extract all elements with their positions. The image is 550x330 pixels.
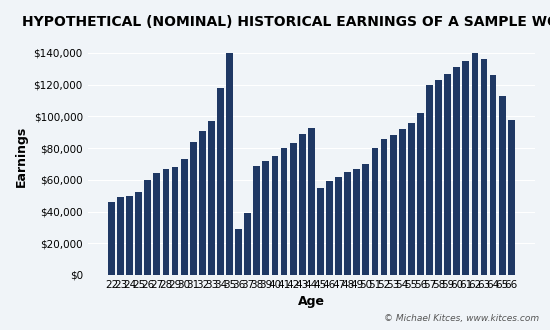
Bar — [135, 192, 142, 275]
Bar — [326, 182, 333, 275]
Bar — [126, 196, 133, 275]
Bar — [426, 85, 433, 275]
Bar — [272, 156, 278, 275]
Bar — [163, 169, 169, 275]
Bar — [235, 229, 242, 275]
Bar — [381, 139, 387, 275]
Bar — [262, 161, 270, 275]
Bar — [435, 80, 442, 275]
Y-axis label: Earnings: Earnings — [15, 125, 28, 187]
Bar — [308, 127, 315, 275]
Bar — [463, 61, 469, 275]
Bar — [290, 143, 296, 275]
Bar — [317, 188, 324, 275]
Bar — [408, 123, 415, 275]
Bar — [254, 166, 260, 275]
Text: © Michael Kitces, www.kitces.com: © Michael Kitces, www.kitces.com — [384, 314, 539, 323]
Bar — [508, 119, 515, 275]
Bar — [353, 169, 360, 275]
Bar — [399, 129, 405, 275]
Bar — [208, 121, 215, 275]
Bar — [190, 142, 196, 275]
Bar — [344, 172, 351, 275]
Bar — [172, 167, 178, 275]
Bar — [417, 113, 424, 275]
Bar — [481, 59, 487, 275]
Bar — [335, 177, 342, 275]
Bar — [280, 148, 288, 275]
X-axis label: Age: Age — [298, 295, 325, 309]
Bar — [153, 174, 160, 275]
Bar — [471, 53, 478, 275]
Bar — [244, 213, 251, 275]
Bar — [217, 88, 224, 275]
Bar — [226, 53, 233, 275]
Bar — [372, 148, 378, 275]
Bar — [144, 180, 151, 275]
Bar — [362, 164, 369, 275]
Bar — [390, 135, 397, 275]
Bar — [117, 197, 124, 275]
Bar — [499, 96, 505, 275]
Bar — [490, 75, 497, 275]
Bar — [444, 74, 451, 275]
Title: HYPOTHETICAL (NOMINAL) HISTORICAL EARNINGS OF A SAMPLE WORKER: HYPOTHETICAL (NOMINAL) HISTORICAL EARNIN… — [22, 15, 550, 29]
Bar — [108, 202, 115, 275]
Bar — [181, 159, 188, 275]
Bar — [453, 67, 460, 275]
Bar — [299, 134, 306, 275]
Bar — [199, 131, 206, 275]
